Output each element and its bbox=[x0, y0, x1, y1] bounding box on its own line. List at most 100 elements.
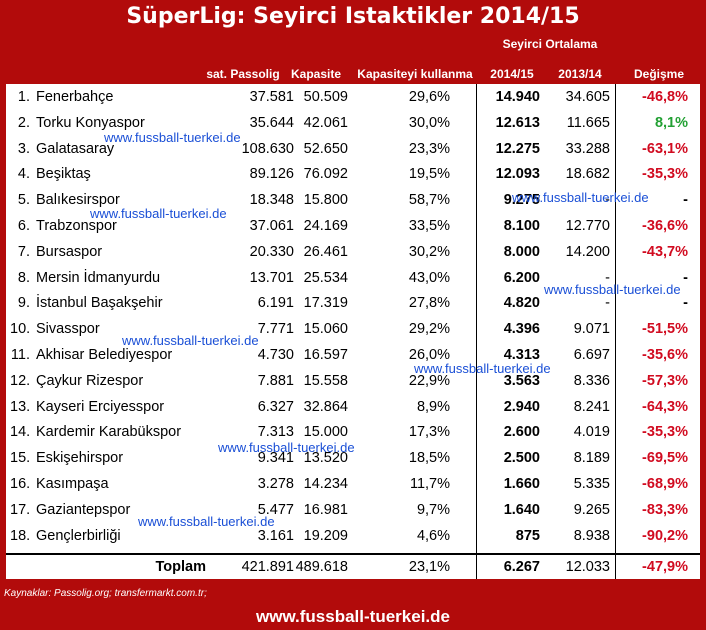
table-row: 12. Çaykur Rizespor 7.881 15.558 22,9% 3.563 8… bbox=[6, 369, 700, 395]
passolig-count: 35.644 bbox=[249, 114, 294, 131]
total-capacity: 489.618 bbox=[295, 559, 348, 575]
passolig-count: 4.730 bbox=[257, 347, 294, 363]
table-row: 3. Galatasaray 108.630 52.650 23,3% 12.275 33.… bbox=[6, 137, 700, 163]
watermark-text: www.fussball-tuerkei.de bbox=[544, 282, 681, 297]
passolig-count: 13.701 bbox=[249, 269, 294, 286]
rank-cell: 9. bbox=[17, 295, 30, 312]
watermark-text: www.fussball-tuerkei.de bbox=[138, 514, 275, 529]
team-name: Eskişehirspor bbox=[36, 450, 124, 467]
attendance-2014-15: 3.563 bbox=[503, 372, 540, 389]
passolig-count: 9.341 bbox=[257, 450, 294, 467]
attendance-2014-15: 12.275 bbox=[495, 140, 540, 157]
utilization-value: 9,7% bbox=[416, 501, 450, 518]
watermark-text: www.fussball-tuerkei.de bbox=[512, 190, 649, 205]
capacity-value: 50.509 bbox=[303, 89, 348, 105]
attendance-2013-14: 12.770 bbox=[565, 218, 610, 234]
passolig-count: 7.881 bbox=[257, 372, 294, 389]
average-attendance-header: Seyirci Ortalama bbox=[502, 37, 598, 51]
change-value: -51,5% bbox=[642, 321, 688, 338]
rank-cell: 14. bbox=[10, 424, 31, 441]
utilization-value: 58,7% bbox=[408, 192, 450, 209]
passolig-count: 6.191 bbox=[257, 295, 294, 312]
attendance-2013-14: - bbox=[605, 295, 610, 312]
total-2014-15: 6.267 bbox=[503, 559, 540, 575]
attendance-2013-14: - bbox=[605, 269, 610, 286]
footer-site-link[interactable]: www.fussball-tuerkei.de bbox=[256, 607, 450, 626]
rank-cell: 16. bbox=[10, 476, 31, 492]
change-value: - bbox=[683, 295, 688, 312]
change-value: - bbox=[683, 269, 688, 286]
capacity-value: 15.060 bbox=[303, 321, 348, 338]
change-value: -64,3% bbox=[642, 398, 688, 415]
team-name: Kayseri Erciyesspor bbox=[36, 398, 165, 415]
rank-cell: 7. bbox=[17, 243, 30, 260]
team-name: Balıkesirspor bbox=[36, 192, 120, 209]
total-row: Toplam 421.891 489.618 23,1% 6.267 12.03… bbox=[6, 553, 700, 579]
passolig-count: 18.348 bbox=[249, 192, 294, 209]
attendance-2013-14: 6.697 bbox=[573, 347, 610, 363]
utilization-value: 8,9% bbox=[416, 398, 450, 415]
attendance-2014-15: 12.093 bbox=[495, 166, 540, 183]
attendance-table: 1. Fenerbahçe 37.581 50.509 29,6% 14.940 34.60… bbox=[6, 84, 700, 579]
table-row: 15. Eskişehirspor 9.341 13.520 18,5% 2.500 8.1… bbox=[6, 446, 700, 472]
passolig-count: 3.161 bbox=[257, 527, 294, 544]
attendance-2014-15: 2.500 bbox=[503, 450, 540, 467]
capacity-value: 13.520 bbox=[303, 450, 348, 467]
change-value: -63,1% bbox=[642, 140, 688, 157]
utilization-value: 18,5% bbox=[408, 450, 450, 467]
attendance-2014-15: 4.820 bbox=[503, 295, 540, 312]
attendance-2013-14: 4.019 bbox=[573, 424, 610, 441]
rank-cell: 13. bbox=[10, 398, 31, 415]
utilization-value: 30,2% bbox=[408, 243, 450, 260]
rank-cell: 12. bbox=[10, 372, 31, 389]
watermark-text: www.fussball-tuerkei.de bbox=[122, 333, 259, 348]
team-name: Çaykur Rizespor bbox=[36, 372, 144, 389]
team-name: Fenerbahçe bbox=[36, 89, 114, 105]
utilization-value: 17,3% bbox=[408, 424, 450, 441]
col-header-change: Değişme bbox=[633, 67, 685, 81]
team-name: Bursaspor bbox=[36, 243, 103, 260]
table-row: 6. Trabzonspor 37.061 24.169 33,5% 8.100 12.77… bbox=[6, 214, 700, 240]
utilization-value: 33,5% bbox=[408, 218, 450, 234]
table-row: 11. Akhisar Belediyespor 4.730 16.597 26,0% 4… bbox=[6, 343, 700, 369]
utilization-value: 29,6% bbox=[408, 89, 450, 105]
passolig-count: 37.061 bbox=[249, 218, 294, 234]
watermark-text: www.fussball-tuerkei.de bbox=[104, 130, 241, 145]
team-name: Trabzonspor bbox=[36, 218, 117, 234]
capacity-value: 15.000 bbox=[303, 424, 348, 441]
attendance-2014-15: 8.100 bbox=[503, 218, 540, 234]
watermark-text: www.fussball-tuerkei.de bbox=[414, 361, 551, 376]
passolig-count: 37.581 bbox=[249, 89, 294, 105]
change-value: -46,8% bbox=[642, 89, 688, 105]
table-row: 4. Beşiktaş 89.126 76.092 19,5% 12.093 18.682 -… bbox=[6, 162, 700, 188]
rank-cell: 6. bbox=[17, 218, 30, 234]
passolig-count: 5.477 bbox=[257, 501, 294, 518]
table-row: 2. Torku Konyaspor 35.644 42.061 30,0% 12.613… bbox=[6, 111, 700, 137]
change-value: -69,5% bbox=[642, 450, 688, 467]
capacity-value: 16.597 bbox=[303, 347, 348, 363]
utilization-value: 19,5% bbox=[408, 166, 450, 183]
attendance-2013-14: 14.200 bbox=[565, 243, 610, 260]
change-value: -68,9% bbox=[642, 476, 688, 492]
column-divider bbox=[615, 84, 616, 553]
rank-cell: 8. bbox=[17, 269, 30, 286]
attendance-2014-15: 6.200 bbox=[503, 269, 540, 286]
attendance-2014-15: 9.275 bbox=[503, 192, 540, 209]
attendance-2014-15: 1.640 bbox=[503, 501, 540, 518]
team-name: Kardemir Karabükspor bbox=[36, 424, 182, 441]
total-change: -47,9% bbox=[642, 559, 688, 575]
team-name: Akhisar Belediyespor bbox=[36, 347, 173, 363]
table-row: 7. Bursaspor 20.330 26.461 30,2% 8.000 14.200 -… bbox=[6, 240, 700, 266]
team-name: İstanbul Başakşehir bbox=[36, 295, 163, 312]
rank-cell: 3. bbox=[17, 140, 30, 157]
rank-cell: 17. bbox=[10, 501, 31, 518]
utilization-value: 29,2% bbox=[408, 321, 450, 338]
utilization-value: 26,0% bbox=[408, 347, 450, 363]
sources-note: Kaynaklar: Passolig.org; transfermarkt.c… bbox=[4, 588, 207, 599]
attendance-2014-15: 2.940 bbox=[503, 398, 540, 415]
rank-cell: 5. bbox=[17, 192, 30, 209]
utilization-value: 43,0% bbox=[408, 269, 450, 286]
attendance-2013-14: 11.665 bbox=[566, 114, 610, 131]
utilization-value: 23,3% bbox=[408, 140, 450, 157]
table-row: 13. Kayseri Erciyesspor 6.327 32.864 8,9% 2.9… bbox=[6, 395, 700, 421]
